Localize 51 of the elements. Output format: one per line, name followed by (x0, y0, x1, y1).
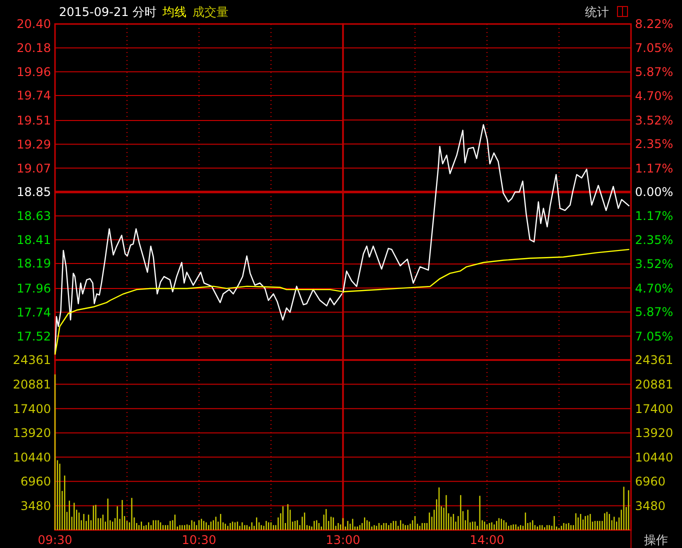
text: 成交量 (192, 5, 229, 19)
y-tick-label: 19.96 (16, 64, 51, 79)
y-tick-label: 6960 (635, 474, 666, 489)
y-tick-label: 13920 (635, 426, 674, 440)
y-tick-label: 13920 (12, 426, 51, 440)
y-tick-label: 10440 (635, 450, 674, 464)
text: 均线 (162, 5, 187, 19)
y-tick-label: 17400 (12, 402, 51, 416)
y-tick-label: 0.00% (635, 185, 674, 200)
text: 操作 (644, 533, 668, 547)
y-tick-label: 10440 (12, 450, 51, 464)
y-tick-label: 4.70% (635, 281, 674, 296)
x-tick-label: 09:30 (38, 533, 72, 547)
y-tick-label: 6960 (20, 474, 51, 489)
y-tick-label: 17.74 (16, 306, 51, 320)
y-tick-label: 7.05% (635, 329, 674, 344)
y-tick-label: 17.52 (16, 329, 51, 344)
y-tick-label: 3.52% (635, 257, 674, 272)
chart-title: 2015-09-21 分时 (59, 5, 157, 19)
y-tick-label: 7.05% (635, 41, 674, 56)
y-tick-label: 1.17% (635, 209, 674, 224)
y-tick-label: 5.87% (635, 305, 674, 320)
text: 统计 (585, 5, 609, 19)
y-tick-label: 20881 (12, 377, 51, 392)
y-tick-label: 4.70% (635, 89, 674, 104)
y-tick-label: 19.51 (16, 114, 51, 128)
x-tick-label: 10:30 (182, 533, 216, 547)
y-tick-label: 3.52% (635, 113, 674, 128)
y-tick-label: 18.85 (16, 185, 51, 200)
x-tick-label: 13:00 (326, 533, 360, 547)
y-tick-label: 1.17% (635, 161, 674, 176)
y-tick-label: 2.35% (635, 137, 674, 152)
y-tick-label: 17.96 (16, 282, 51, 296)
y-tick-label: 24361 (635, 353, 674, 368)
y-tick-label: 20881 (635, 377, 674, 392)
y-tick-label: 18.19 (16, 256, 51, 271)
y-tick-label: 18.63 (16, 209, 51, 224)
y-tick-label: 20.18 (16, 41, 51, 56)
y-tick-label: 18.41 (16, 232, 51, 247)
y-tick-label: 5.87% (635, 65, 674, 80)
y-tick-label: 19.29 (16, 138, 51, 152)
y-tick-label: 3480 (20, 498, 51, 513)
y-tick-label: 17400 (635, 402, 674, 416)
y-tick-label: 2.35% (635, 233, 674, 248)
x-tick-label: 14:00 (470, 533, 504, 547)
y-tick-label: 19.74 (16, 88, 51, 103)
y-tick-label: 20.40 (16, 17, 51, 32)
y-tick-label: 24361 (12, 353, 51, 368)
y-tick-label: 3480 (635, 498, 666, 513)
y-tick-label: 19.07 (16, 161, 51, 176)
y-tick-label: 8.22% (635, 17, 674, 32)
